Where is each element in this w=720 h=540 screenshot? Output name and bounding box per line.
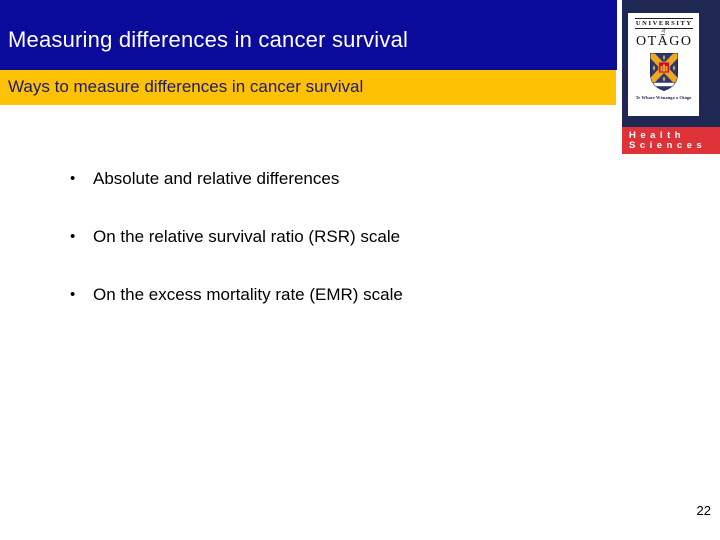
otago-crest-card: UNIVERSITY of OTĀGO xyxy=(628,13,699,116)
otago-shield-icon xyxy=(649,53,678,92)
division-line-2: Sciences xyxy=(629,139,707,151)
health-sciences-band: Health Sciences xyxy=(622,127,720,154)
maori-name: Te Whare Wānanga o Otāgo xyxy=(635,95,692,100)
bullet-text: On the relative survival ratio (RSR) sca… xyxy=(93,227,401,246)
university-word: UNIVERSITY xyxy=(635,20,693,27)
title-bar: Measuring differences in cancer survival xyxy=(0,0,617,70)
bullet-icon: • xyxy=(70,228,76,245)
bullet-icon: • xyxy=(70,286,76,303)
page-number: 22 xyxy=(696,503,711,518)
crest-rule-top xyxy=(634,18,693,19)
slide-title: Measuring differences in cancer survival xyxy=(8,27,409,52)
division-line-1: Health xyxy=(629,130,686,141)
crest-rule-bottom xyxy=(634,28,693,29)
bullet-item: • On the excess mortality rate (EMR) sca… xyxy=(70,283,590,307)
otago-word: OTĀGO xyxy=(636,34,693,49)
bullet-text: Absolute and relative differences xyxy=(93,169,340,188)
bullet-item: • On the relative survival ratio (RSR) s… xyxy=(70,225,590,249)
bullet-list: • Absolute and relative differences • On… xyxy=(70,167,590,341)
university-logo: UNIVERSITY of OTĀGO xyxy=(622,0,720,154)
bullet-item: • Absolute and relative differences xyxy=(70,167,590,191)
subtitle-bar: Ways to measure differences in cancer su… xyxy=(0,70,616,105)
bullet-icon: • xyxy=(70,170,76,187)
bullet-text: On the excess mortality rate (EMR) scale xyxy=(93,285,403,304)
of-word: of xyxy=(661,29,666,34)
slide-subtitle: Ways to measure differences in cancer su… xyxy=(8,76,364,96)
